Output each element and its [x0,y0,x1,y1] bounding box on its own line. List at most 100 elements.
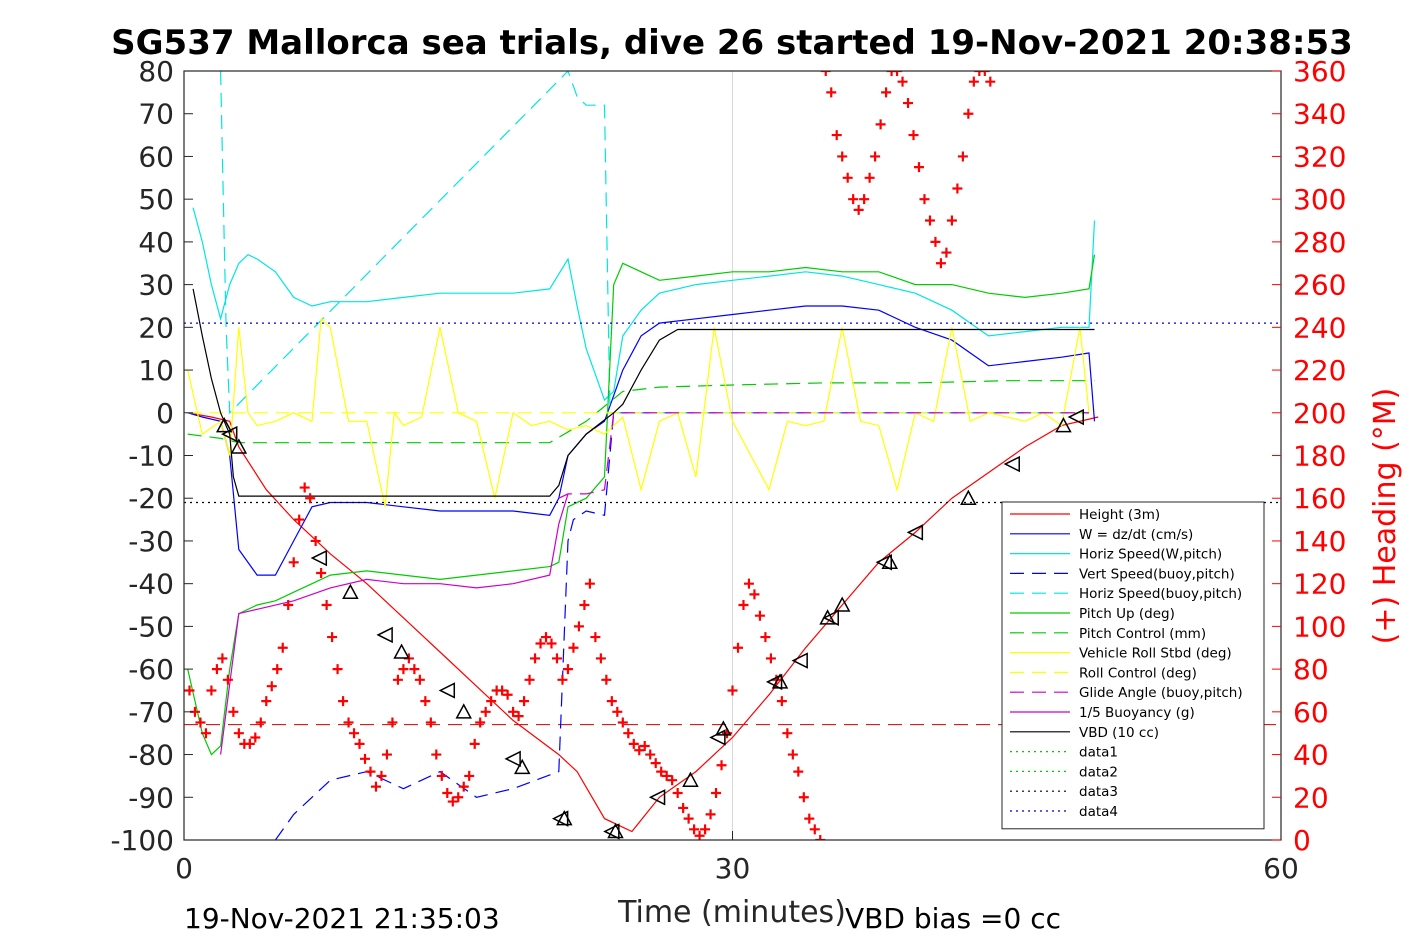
heading-point [316,567,327,578]
heading-point [360,753,371,764]
series-line-pitch-control-mm- [187,380,1095,444]
heading-point [645,749,656,760]
heading-point [617,717,628,728]
heading-point [968,76,979,87]
left-axis-ticks: 80 70 60 50 40 30 20 10 0 -10 -20 -30 -40 -50 -60 -70 -8… [110,55,193,857]
heading-point [892,71,903,76]
heading-point [683,813,694,824]
heading-point [738,600,749,611]
heading-point [661,770,672,781]
heading-point [639,741,650,752]
y-right-tick-label: 240 [1293,311,1346,344]
heading-point [782,728,793,739]
footer-vbd-bias: VBD bias =0 cc [845,902,1061,935]
heading-point [255,717,266,728]
heading-point [859,194,870,205]
heading-point [793,766,804,777]
heading-point [557,674,568,685]
legend-box [1001,501,1265,830]
y-tick-label: 60 [138,140,174,173]
heading-point [743,578,754,589]
y-tick-label: -70 [128,696,174,729]
heading-point [294,514,305,525]
heading-point [420,696,431,707]
y-tick-label: -10 [128,440,174,473]
y-right-tick-label: 360 [1293,55,1346,88]
heading-point [502,689,513,700]
dive-marker [310,549,328,567]
heading-point [409,664,420,675]
dive-marker [504,750,521,768]
heading-point [656,766,667,777]
legend-label: Glide Angle (buoy,pitch) [1079,685,1243,701]
dive-marker [393,643,410,659]
legend-label: data3 [1079,784,1118,800]
series-line-vehicle-roll-stbd-deg- [187,317,1090,507]
heading-point [469,738,480,749]
legend-label: W = dz/dt (cm/s) [1079,527,1193,543]
heading-point [908,130,919,141]
heading-point [195,717,206,728]
heading-point [941,247,952,258]
heading-point [244,738,255,749]
series-layer [184,71,1281,840]
heading-point [678,802,689,813]
dive-marker [1055,417,1072,433]
y-tick-label: -50 [128,610,174,643]
heading-point [716,760,727,771]
series-line-1-5-buoyancy-g- [220,493,569,755]
heading-point [222,674,233,685]
heading-point [601,674,612,685]
heading-point [875,119,886,130]
heading-point [370,781,381,792]
heading-point [952,183,963,194]
y-right-tick-label: 40 [1293,739,1329,772]
dive-marker [556,810,573,826]
dive-marker [215,417,233,433]
y-right-tick-label: 220 [1293,354,1346,387]
heading-point [935,258,946,269]
heading-point [541,632,552,643]
chart-title: SG537 Mallorca sea trials, dive 26 start… [111,23,1353,63]
heading-point [299,482,310,493]
y-right-tick-label: 100 [1293,610,1346,643]
heading-point [870,151,881,162]
y-right-tick-label: 260 [1293,269,1346,302]
heading-point [842,172,853,183]
legend-label: Height (3m) [1079,507,1160,523]
heading-point [919,194,930,205]
y-tick-label: -100 [110,824,174,857]
heading-point [211,664,222,675]
heading-point [848,194,859,205]
heading-point [200,728,211,739]
series-line-vert-speed-buoy-pitch- [274,412,1089,840]
heading-point [349,728,360,739]
dive-marker [607,822,624,839]
heading-point [458,781,469,792]
marker-layer [215,408,1084,840]
legend-label: Vehicle Roll Stbd (deg) [1079,646,1232,662]
x-tick-label: 0 [175,852,193,885]
y-tick-label: -20 [128,482,174,515]
heading-point [897,76,908,87]
legend-label: data1 [1079,745,1118,761]
heading-point [787,749,798,760]
dive-marker [221,425,238,443]
heading-point [266,681,277,692]
dive-marker [342,583,359,599]
dive-marker [791,652,808,669]
heading-point [261,696,272,707]
heading-point [732,642,743,653]
heading-point [475,717,486,728]
y-right-tick-label: 160 [1293,482,1346,515]
heading-point [453,792,464,803]
series-line-glide-angle-buoy-pitch- [558,412,1089,499]
heading-point [343,717,354,728]
heading-point [595,653,606,664]
y-right-tick-label: 320 [1293,140,1346,173]
heading-point [310,535,321,546]
y-right-tick-label: 120 [1293,568,1346,601]
y-right-tick-label: 280 [1293,226,1346,259]
dive-marker [715,720,732,736]
y-tick-label: 10 [138,354,174,387]
